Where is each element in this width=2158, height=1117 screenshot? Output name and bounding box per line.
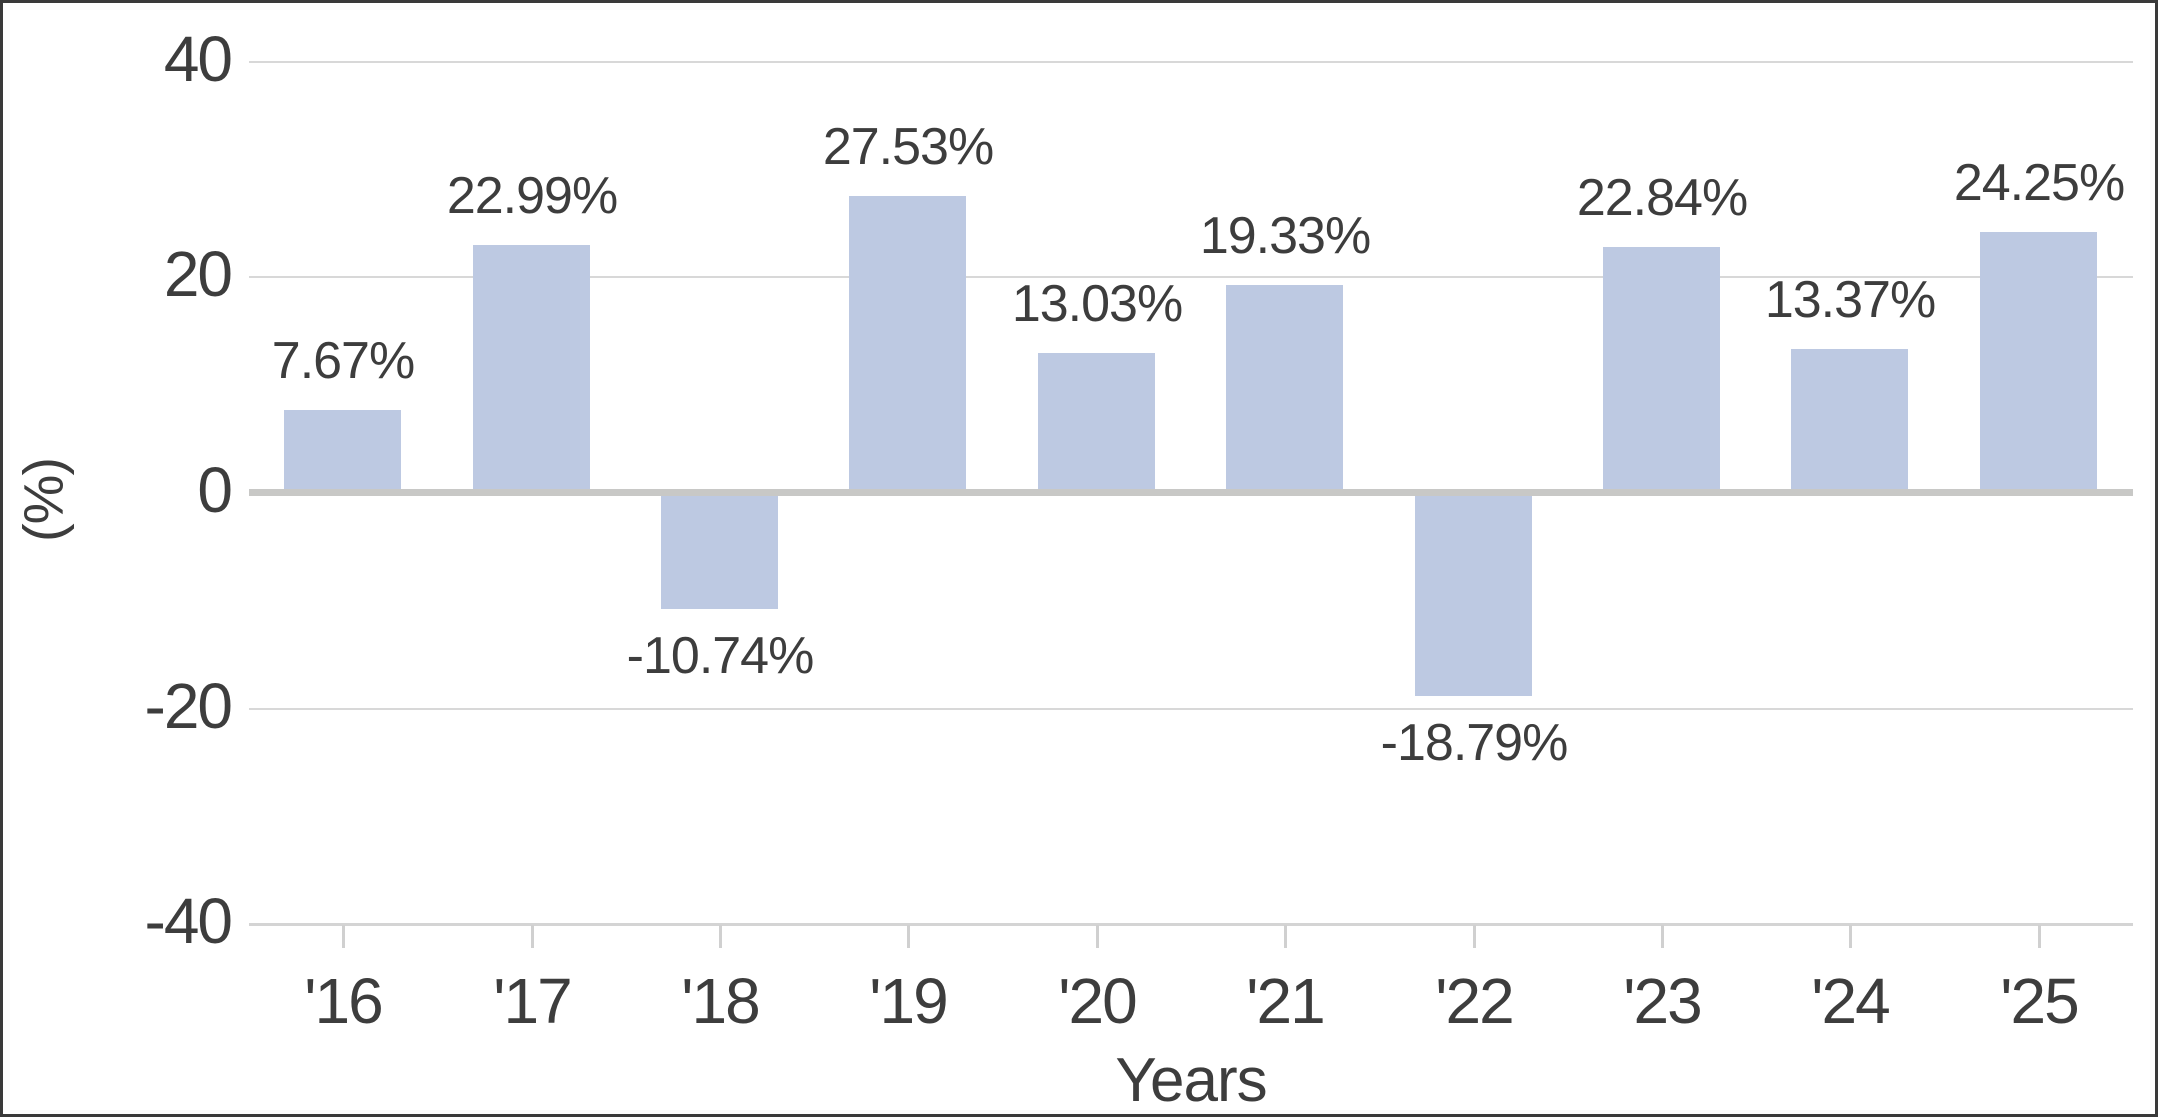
bar <box>1226 285 1343 493</box>
bar <box>1603 247 1720 493</box>
y-tick-label: -20 <box>144 670 234 742</box>
gridline <box>249 61 2133 63</box>
y-tick-label: -40 <box>144 885 234 957</box>
bar <box>661 493 778 609</box>
x-tick-mark <box>719 925 722 948</box>
x-axis-title: Years <box>1115 1046 1267 1115</box>
gridline <box>249 708 2133 710</box>
bar <box>284 410 401 493</box>
x-tick-mark <box>531 925 534 948</box>
x-tick-label: '18 <box>681 965 760 1037</box>
x-tick-label: '19 <box>869 965 948 1037</box>
bar-value-label: 22.84% <box>1576 169 1748 227</box>
x-tick-label: '20 <box>1058 965 1137 1037</box>
bar <box>849 196 966 493</box>
y-tick-label: 20 <box>163 238 233 310</box>
bar-value-label: 24.25% <box>1953 154 2125 212</box>
bar-value-label: 19.33% <box>1199 207 1371 265</box>
bar-value-label: -10.74% <box>626 627 815 685</box>
bar <box>1980 232 2097 493</box>
x-tick-mark <box>1096 925 1099 948</box>
x-tick-mark <box>2038 925 2041 948</box>
y-tick-label: 40 <box>163 23 233 95</box>
x-tick-mark <box>1284 925 1287 948</box>
y-tick-label: 0 <box>197 454 233 526</box>
x-tick-label: '22 <box>1435 965 1514 1037</box>
x-tick-mark <box>1661 925 1664 948</box>
bar-value-label: 27.53% <box>822 118 994 176</box>
x-tick-mark <box>1473 925 1476 948</box>
x-tick-mark <box>907 925 910 948</box>
bar-value-label: 22.99% <box>446 167 618 225</box>
bar-value-label: -18.79% <box>1380 714 1569 772</box>
bar <box>473 245 590 493</box>
bar <box>1415 493 1532 696</box>
zero-line <box>249 489 2133 496</box>
x-tick-mark <box>342 925 345 948</box>
bar-value-label: 13.03% <box>1011 275 1183 333</box>
gridline <box>249 276 2133 278</box>
x-axis-line <box>249 923 2133 926</box>
x-tick-label: '24 <box>1811 965 1890 1037</box>
bar <box>1038 353 1155 493</box>
x-tick-label: '25 <box>2000 965 2079 1037</box>
bar-value-label: 7.67% <box>271 332 415 390</box>
x-tick-label: '23 <box>1623 965 1702 1037</box>
bar-value-label: 13.37% <box>1764 271 1936 329</box>
x-tick-label: '16 <box>304 965 383 1037</box>
bar <box>1791 349 1908 493</box>
x-tick-label: '17 <box>493 965 572 1037</box>
x-tick-mark <box>1849 925 1852 948</box>
x-tick-label: '21 <box>1246 965 1325 1037</box>
